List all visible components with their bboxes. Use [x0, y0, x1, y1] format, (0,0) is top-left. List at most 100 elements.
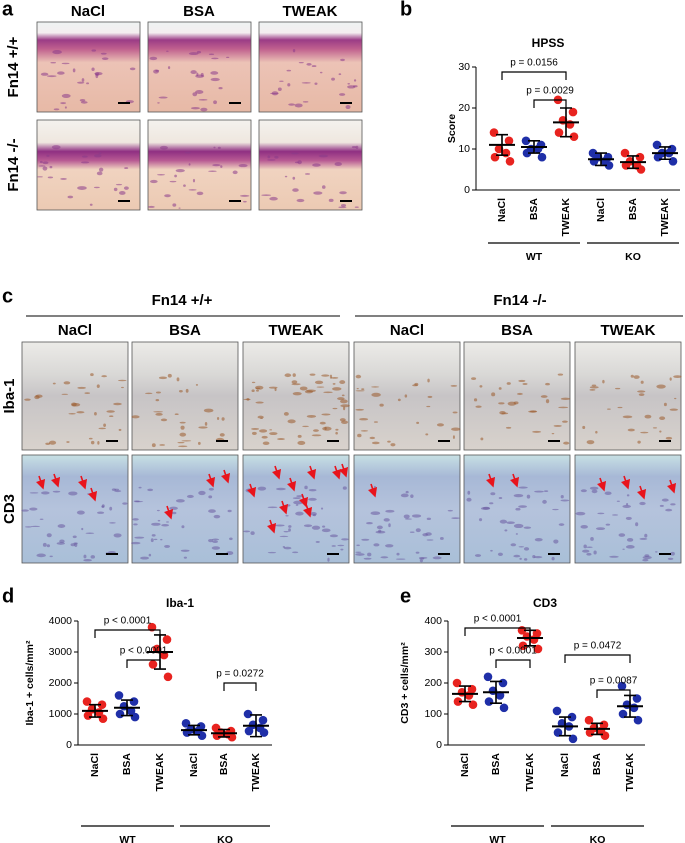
data-point [468, 700, 478, 709]
error-bar [490, 680, 502, 704]
stain-spot [510, 543, 517, 547]
micrograph [131, 341, 239, 451]
error-bar [496, 133, 508, 156]
stain-spot [478, 518, 483, 522]
stain-spot [480, 437, 484, 441]
arrow [596, 477, 607, 492]
group-label: WT [489, 834, 506, 843]
arrow [278, 500, 289, 515]
stain-spot [155, 399, 160, 402]
stain-spot [412, 384, 419, 387]
stain-spot [482, 506, 490, 510]
data-point [98, 714, 108, 723]
stain-spot [533, 556, 543, 559]
stain-spot [296, 198, 305, 203]
stain-spot [297, 434, 302, 438]
stain-spot [355, 553, 365, 556]
significance-bracket [596, 689, 631, 698]
x-tick-label: NaCl [595, 198, 607, 222]
row-header: CD3 [1, 494, 18, 524]
data-point [258, 715, 268, 725]
stain-spot [427, 378, 430, 383]
stain-spot [355, 390, 365, 392]
stain-spot [371, 386, 380, 388]
x-tick-label: NaCl [188, 753, 200, 777]
arrow [205, 473, 216, 488]
stain-spot [334, 162, 342, 167]
data-point [604, 161, 614, 170]
panel-label: e [400, 585, 411, 607]
stain-spot [341, 394, 345, 397]
stain-spot [211, 57, 219, 60]
stain-spot [156, 174, 166, 176]
column-header: TWEAK [269, 322, 324, 339]
stain-spot [534, 538, 543, 542]
stain-spot [479, 385, 483, 388]
stain-spot [47, 176, 54, 179]
stain-spot [432, 556, 442, 560]
data-point [504, 136, 514, 146]
stain-spot [267, 155, 271, 159]
stain-spot [277, 87, 282, 91]
stain-spot [617, 406, 623, 409]
micrograph [147, 119, 252, 211]
stain-spot [172, 203, 177, 207]
stain-spot [220, 165, 223, 168]
micrograph [463, 341, 571, 451]
stain-spot [315, 541, 320, 543]
stain-spot [451, 427, 461, 431]
stain-spot [164, 194, 171, 198]
stain-spot [604, 491, 612, 496]
stain-spot [61, 62, 70, 65]
stain-spot [411, 514, 422, 518]
arrow [306, 465, 317, 480]
stain-spot [309, 373, 316, 376]
stain-spot [586, 440, 595, 445]
stain-spot [177, 441, 185, 444]
stain-spot [339, 380, 346, 385]
stain-spot [361, 388, 365, 391]
stain-spot [337, 544, 345, 547]
stain-spot [415, 528, 421, 533]
stain-spot [261, 435, 268, 439]
stain-spot [150, 179, 158, 184]
stain-spot [321, 413, 331, 416]
stain-spot [109, 522, 116, 524]
p-value: p = 0.0472 [574, 641, 622, 652]
stain-spot [218, 86, 223, 90]
error-bar [218, 728, 230, 738]
stain-spot [523, 547, 530, 551]
stain-spot [257, 486, 267, 491]
error-bar [659, 146, 671, 161]
chart-title: Iba-1 [166, 596, 194, 610]
stain-spot [580, 489, 587, 493]
x-tick-label: NaCl [559, 753, 571, 777]
stain-spot [124, 167, 129, 170]
stain-spot [150, 538, 154, 543]
data-point [501, 148, 511, 158]
stain-spot [226, 551, 234, 556]
stain-spot [221, 417, 225, 421]
stain-spot [208, 53, 215, 56]
stain-spot [282, 545, 286, 548]
stain-spot [208, 495, 213, 499]
stain-spot [138, 486, 142, 489]
stain-spot [24, 398, 31, 401]
stain-spot [144, 392, 153, 395]
stain-spot [156, 509, 160, 512]
stain-spot [72, 68, 76, 73]
micrograph [131, 454, 239, 564]
stain-spot [385, 509, 395, 513]
p-value: p = 0.0029 [526, 86, 574, 97]
stain-spot [45, 442, 51, 445]
stain-spot [195, 90, 204, 94]
column-header: NaCl [58, 322, 92, 339]
stain-spot [114, 490, 122, 493]
stain-spot [450, 385, 458, 387]
stain-spot [297, 160, 302, 165]
stain-spot [352, 85, 358, 88]
stain-spot [285, 504, 291, 507]
data-point [584, 715, 594, 725]
stain-spot [640, 431, 649, 434]
stain-spot [46, 154, 50, 157]
